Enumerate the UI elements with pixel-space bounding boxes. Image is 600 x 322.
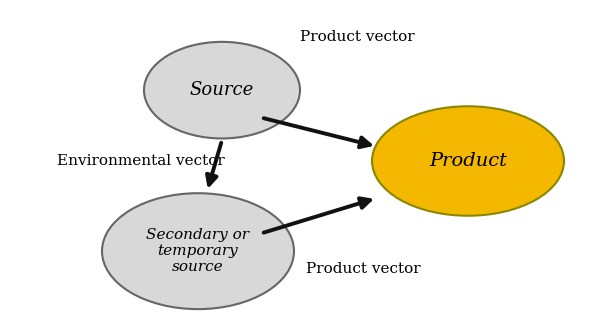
- Ellipse shape: [144, 42, 300, 138]
- Text: Product vector: Product vector: [299, 30, 415, 44]
- Text: Environmental vector: Environmental vector: [57, 154, 225, 168]
- Text: Secondary or
temporary
source: Secondary or temporary source: [146, 228, 250, 274]
- Text: Product vector: Product vector: [305, 262, 421, 276]
- Ellipse shape: [102, 193, 294, 309]
- Text: Product: Product: [429, 152, 507, 170]
- Ellipse shape: [372, 106, 564, 216]
- Text: Source: Source: [190, 81, 254, 99]
